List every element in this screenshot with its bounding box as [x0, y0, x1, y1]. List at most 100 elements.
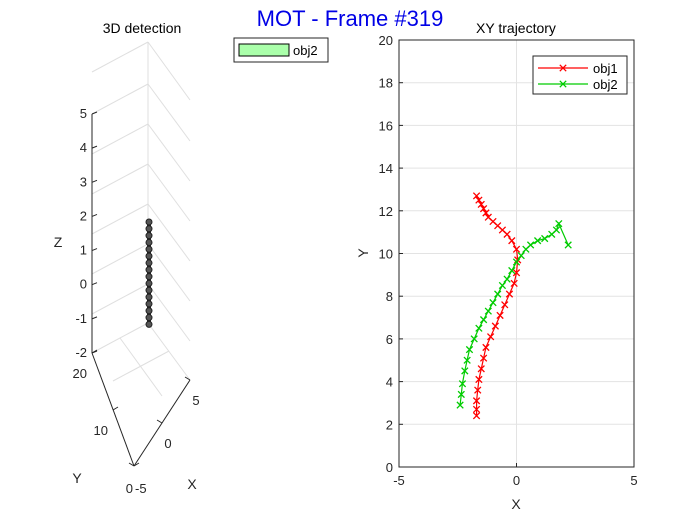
3d-detection-point — [145, 218, 153, 226]
xy-y-tick-label: 12 — [379, 204, 393, 219]
legend-obj2-label: obj2 — [593, 77, 618, 92]
obj1-data-point — [475, 375, 483, 384]
3d-z-tick-label: 1 — [80, 243, 87, 258]
3d-z-tick-mark — [91, 179, 98, 183]
3d-x-tick-mark — [128, 462, 135, 467]
obj1-data-point — [475, 196, 483, 204]
3d-z-tick-mark — [91, 248, 98, 252]
obj2-data-point — [457, 390, 465, 399]
3d-detection-point — [145, 314, 153, 322]
xy-subplot-title: XY trajectory — [476, 20, 556, 36]
3d-detection-point — [145, 273, 153, 281]
xy-y-tick-label: 6 — [386, 332, 393, 347]
3d-subplot-title: 3D detection — [103, 20, 182, 36]
3d-x-tick-label: 0 — [164, 436, 171, 451]
figure-title: MOT - Frame #319 — [257, 6, 444, 31]
3d-legend-label: obj2 — [293, 43, 318, 58]
obj1-data-point — [482, 343, 490, 352]
3d-z-tick-mark — [91, 316, 98, 320]
obj1-data-point — [510, 279, 518, 288]
obj2-data-point — [456, 401, 464, 409]
3d-detection-point — [145, 320, 153, 328]
3d-legend: obj2 — [233, 37, 329, 63]
obj1-data-point — [486, 333, 495, 341]
obj2-data-point — [555, 219, 563, 228]
obj2-data-point — [465, 345, 474, 354]
3d-z-tick-label: -2 — [75, 345, 87, 360]
3d-box-grid — [91, 41, 191, 397]
3d-z-tick-label: 3 — [80, 174, 87, 189]
3d-detection-point — [145, 286, 153, 294]
xy-y-tick-label: 14 — [379, 161, 393, 176]
3d-x-tick-mark — [156, 419, 163, 424]
xy-y-tick-label: 4 — [386, 375, 393, 390]
3d-y-axis-label: Y — [72, 470, 82, 486]
3d-detection-axes: 3D detection — [54, 20, 329, 496]
obj2-data-point — [470, 335, 478, 343]
obj1-data-point — [512, 245, 521, 253]
3d-x-axis-label: X — [187, 476, 197, 492]
3d-z-tick-mark — [91, 111, 98, 115]
3d-detection-point — [145, 252, 153, 260]
3d-z-tick-mark — [91, 282, 98, 286]
legend-obj1-label: obj1 — [593, 61, 618, 76]
3d-detection-point — [145, 307, 153, 315]
obj2-data-point — [533, 237, 542, 245]
xy-legend-box — [532, 55, 628, 95]
3d-detection-point — [145, 266, 153, 274]
obj2-data-point — [552, 226, 561, 234]
xy-x-axis-label: X — [511, 496, 521, 512]
3d-z-tick-label: 2 — [80, 208, 87, 223]
obj2-data-point — [517, 251, 525, 260]
obj1-data-point — [482, 209, 490, 217]
legend-obj2-marker — [559, 80, 567, 88]
xy-y-tick-label: 20 — [379, 33, 393, 48]
xy-y-tick-label: 8 — [386, 289, 393, 304]
3d-detection-point — [145, 259, 153, 267]
3d-x-tick-label: -5 — [135, 481, 147, 496]
obj2-data-point — [512, 258, 521, 266]
obj1-trajectory-line — [476, 195, 519, 416]
obj2-data-point — [475, 324, 483, 332]
3d-x-tick-mark — [184, 376, 191, 381]
obj2-data-point — [484, 307, 492, 315]
3d-detection-point — [145, 245, 153, 253]
obj1-data-point — [479, 205, 488, 213]
3d-z-tick-label: 4 — [80, 140, 87, 155]
3d-z-axis-label: Z — [54, 234, 63, 250]
3d-z-tick-label: -1 — [75, 311, 87, 326]
xy-y-tick-label: 16 — [379, 118, 393, 133]
obj1-data-point — [508, 237, 516, 245]
3d-y-tick-label: 20 — [73, 366, 87, 381]
3d-y-tick-mark — [133, 462, 140, 467]
xy-y-tick-label: 18 — [379, 76, 393, 91]
xy-x-tick-label: -5 — [393, 473, 405, 488]
legend-obj1-marker — [559, 64, 567, 72]
obj2-data-point — [458, 380, 467, 388]
3d-legend-swatch — [238, 43, 290, 57]
obj1-data-point — [479, 354, 488, 362]
3d-y-tick-label: 0 — [126, 481, 133, 496]
obj1-data-point — [472, 192, 481, 200]
3d-y-tick-label: 10 — [94, 423, 108, 438]
3d-detection-point — [145, 232, 153, 240]
3d-detection-point — [145, 279, 153, 287]
obj1-data-point — [505, 290, 514, 298]
obj2-data-point — [461, 367, 469, 375]
obj2-data-point — [508, 266, 516, 275]
xy-y-tick-label: 0 — [386, 460, 393, 475]
obj1-data-point — [472, 412, 481, 420]
obj1-data-point — [474, 386, 482, 394]
obj2-data-point — [564, 241, 572, 249]
obj2-data-point — [503, 275, 511, 283]
3d-y-tick-mark — [112, 406, 119, 411]
3d-x-tick-label: 5 — [192, 393, 199, 408]
3d-detection-point — [145, 238, 153, 246]
3d-z-tick-label: 0 — [80, 277, 87, 292]
obj2-data-point — [489, 298, 497, 307]
obj1-data-point — [496, 311, 504, 320]
obj2-data-point — [541, 234, 549, 243]
